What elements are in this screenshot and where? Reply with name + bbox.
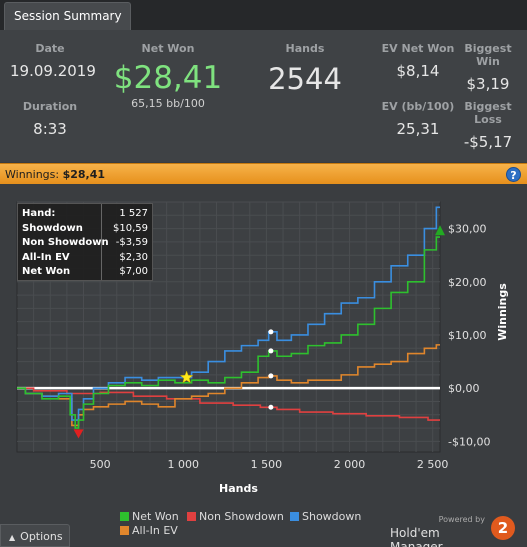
winnings-text: Winnings: $28,41 [5, 168, 105, 181]
tooltip-value: $7,00 [119, 266, 148, 277]
series-line-net-won [17, 236, 440, 429]
hands-label: Hands [285, 42, 325, 55]
legend-label-showdown: Showdown [302, 510, 362, 523]
winnings-value: $28,41 [62, 168, 106, 181]
tooltip-value: 1 527 [119, 208, 148, 219]
ev-bb100-value: 25,31 [396, 120, 440, 138]
max-marker-icon [435, 225, 445, 236]
biggest-win-value: $3,19 [466, 75, 510, 93]
hover-point [268, 404, 274, 410]
duration-value: 8:33 [33, 120, 67, 138]
biggest-loss-stat: Biggest Loss -$5,17 [450, 100, 526, 151]
hem2-logo-icon: 2 [491, 516, 515, 540]
brand-logo: Powered by Hold'em Manager 2 [390, 515, 515, 547]
x-axis-label: Hands [219, 482, 258, 495]
biggest-win-stat: Biggest Win $3,19 [452, 42, 524, 93]
tooltip-key: Non Showdown [22, 237, 109, 248]
duration-label: Duration [22, 100, 78, 113]
net-won-stat: Net Won $28,41 65,15 bb/100 [108, 42, 228, 110]
session-summary-panel: Date 19.09.2019 Duration 8:33 Net Won $2… [0, 30, 527, 162]
y-tick-label: $30,00 [448, 223, 487, 236]
tooltip-key: Hand: [22, 208, 56, 219]
min-marker-icon [73, 429, 84, 439]
ev-bb100-stat: EV (bb/100) 25,31 [380, 100, 456, 138]
x-tick-label: 500 [90, 458, 111, 471]
legend-swatch-allin-ev [120, 526, 129, 535]
hands-value: 2544 [268, 62, 342, 96]
legend-swatch-showdown [290, 512, 299, 521]
options-button[interactable]: ▲ Options [0, 524, 70, 547]
hover-point [268, 373, 274, 379]
tooltip-key: All-In EV [22, 251, 70, 263]
tooltip-value: $10,59 [113, 222, 148, 234]
tooltip-value: -$3,59 [115, 237, 148, 248]
legend-label-allin-ev: All-In EV [132, 524, 178, 537]
tooltip-key: Showdown [22, 222, 83, 234]
legend-item-net-won[interactable]: Net Won [120, 510, 179, 523]
legend-label-non-showdown: Non Showdown [199, 510, 284, 523]
winnings-label: Winnings: [5, 168, 60, 181]
ev-net-won-stat: EV Net Won $8,14 [380, 42, 456, 80]
x-tick-label: 1 500 [251, 458, 283, 471]
tab-bar: Session Summary [0, 0, 527, 30]
tooltip-row: Showdown $10,59 [22, 223, 148, 238]
x-tick-label: 2 000 [334, 458, 366, 471]
tooltip-row: All-In EV $2,30 [22, 252, 148, 267]
options-label: Options [20, 530, 63, 543]
legend-item-allin-ev[interactable]: All-In EV [120, 524, 178, 537]
powered-by-text: Powered by [438, 515, 485, 524]
net-won-bb100: 65,15 bb/100 [131, 97, 205, 110]
hover-point [268, 329, 274, 335]
y-tick-label: $0,00 [448, 382, 480, 395]
biggest-loss-value: -$5,17 [463, 133, 513, 151]
net-won-value: $28,41 [113, 60, 223, 96]
x-tick-label: 1 000 [168, 458, 200, 471]
legend-label-net-won: Net Won [132, 510, 179, 523]
y-tick-label: $20,00 [448, 276, 487, 289]
tab-session-summary[interactable]: Session Summary [4, 2, 131, 30]
biggest-loss-label: Biggest Loss [464, 100, 512, 126]
tooltip-row: Non Showdown -$3,59 [22, 237, 148, 252]
net-won-label: Net Won [141, 42, 195, 55]
legend-item-non-showdown[interactable]: Non Showdown [187, 510, 284, 523]
winnings-bar: Winnings: $28,41 ? [0, 163, 527, 184]
biggest-win-label: Biggest Win [464, 42, 512, 68]
hands-stat: Hands 2544 [255, 42, 355, 96]
legend-item-showdown[interactable]: Showdown [290, 510, 361, 523]
hover-point [268, 348, 274, 354]
y-axis-label: Winnings [496, 283, 509, 341]
star-marker-icon [179, 370, 194, 384]
duration-stat: Duration 8:33 [10, 100, 90, 138]
ev-bb100-label: EV (bb/100) [381, 100, 455, 113]
tooltip-value: $2,30 [119, 251, 148, 263]
date-label: Date [35, 42, 65, 55]
ev-net-won-value: $8,14 [396, 62, 440, 80]
help-icon[interactable]: ? [506, 167, 521, 182]
legend-swatch-net-won [120, 512, 129, 521]
ev-net-won-label: EV Net Won [381, 42, 455, 55]
legend-swatch-non-showdown [187, 512, 196, 521]
y-tick-label: -$10,00 [448, 435, 490, 448]
x-tick-label: 2 500 [417, 458, 449, 471]
y-tick-label: $10,00 [448, 329, 487, 342]
date-stat: Date 19.09.2019 [10, 42, 96, 80]
brand-name: Hold'em Manager [390, 526, 443, 547]
tooltip-separator [101, 204, 102, 280]
tooltip-row: Hand: 1 527 [22, 208, 148, 223]
hand-tooltip: Hand: 1 527 Showdown $10,59 Non Showdown -$3,… [17, 203, 153, 281]
date-value: 19.09.2019 [10, 62, 96, 80]
tooltip-key: Net Won [22, 266, 71, 277]
series-line-showdown [17, 206, 440, 421]
tooltip-row: Net Won $7,00 [22, 266, 148, 281]
chevron-up-icon: ▲ [9, 533, 16, 542]
